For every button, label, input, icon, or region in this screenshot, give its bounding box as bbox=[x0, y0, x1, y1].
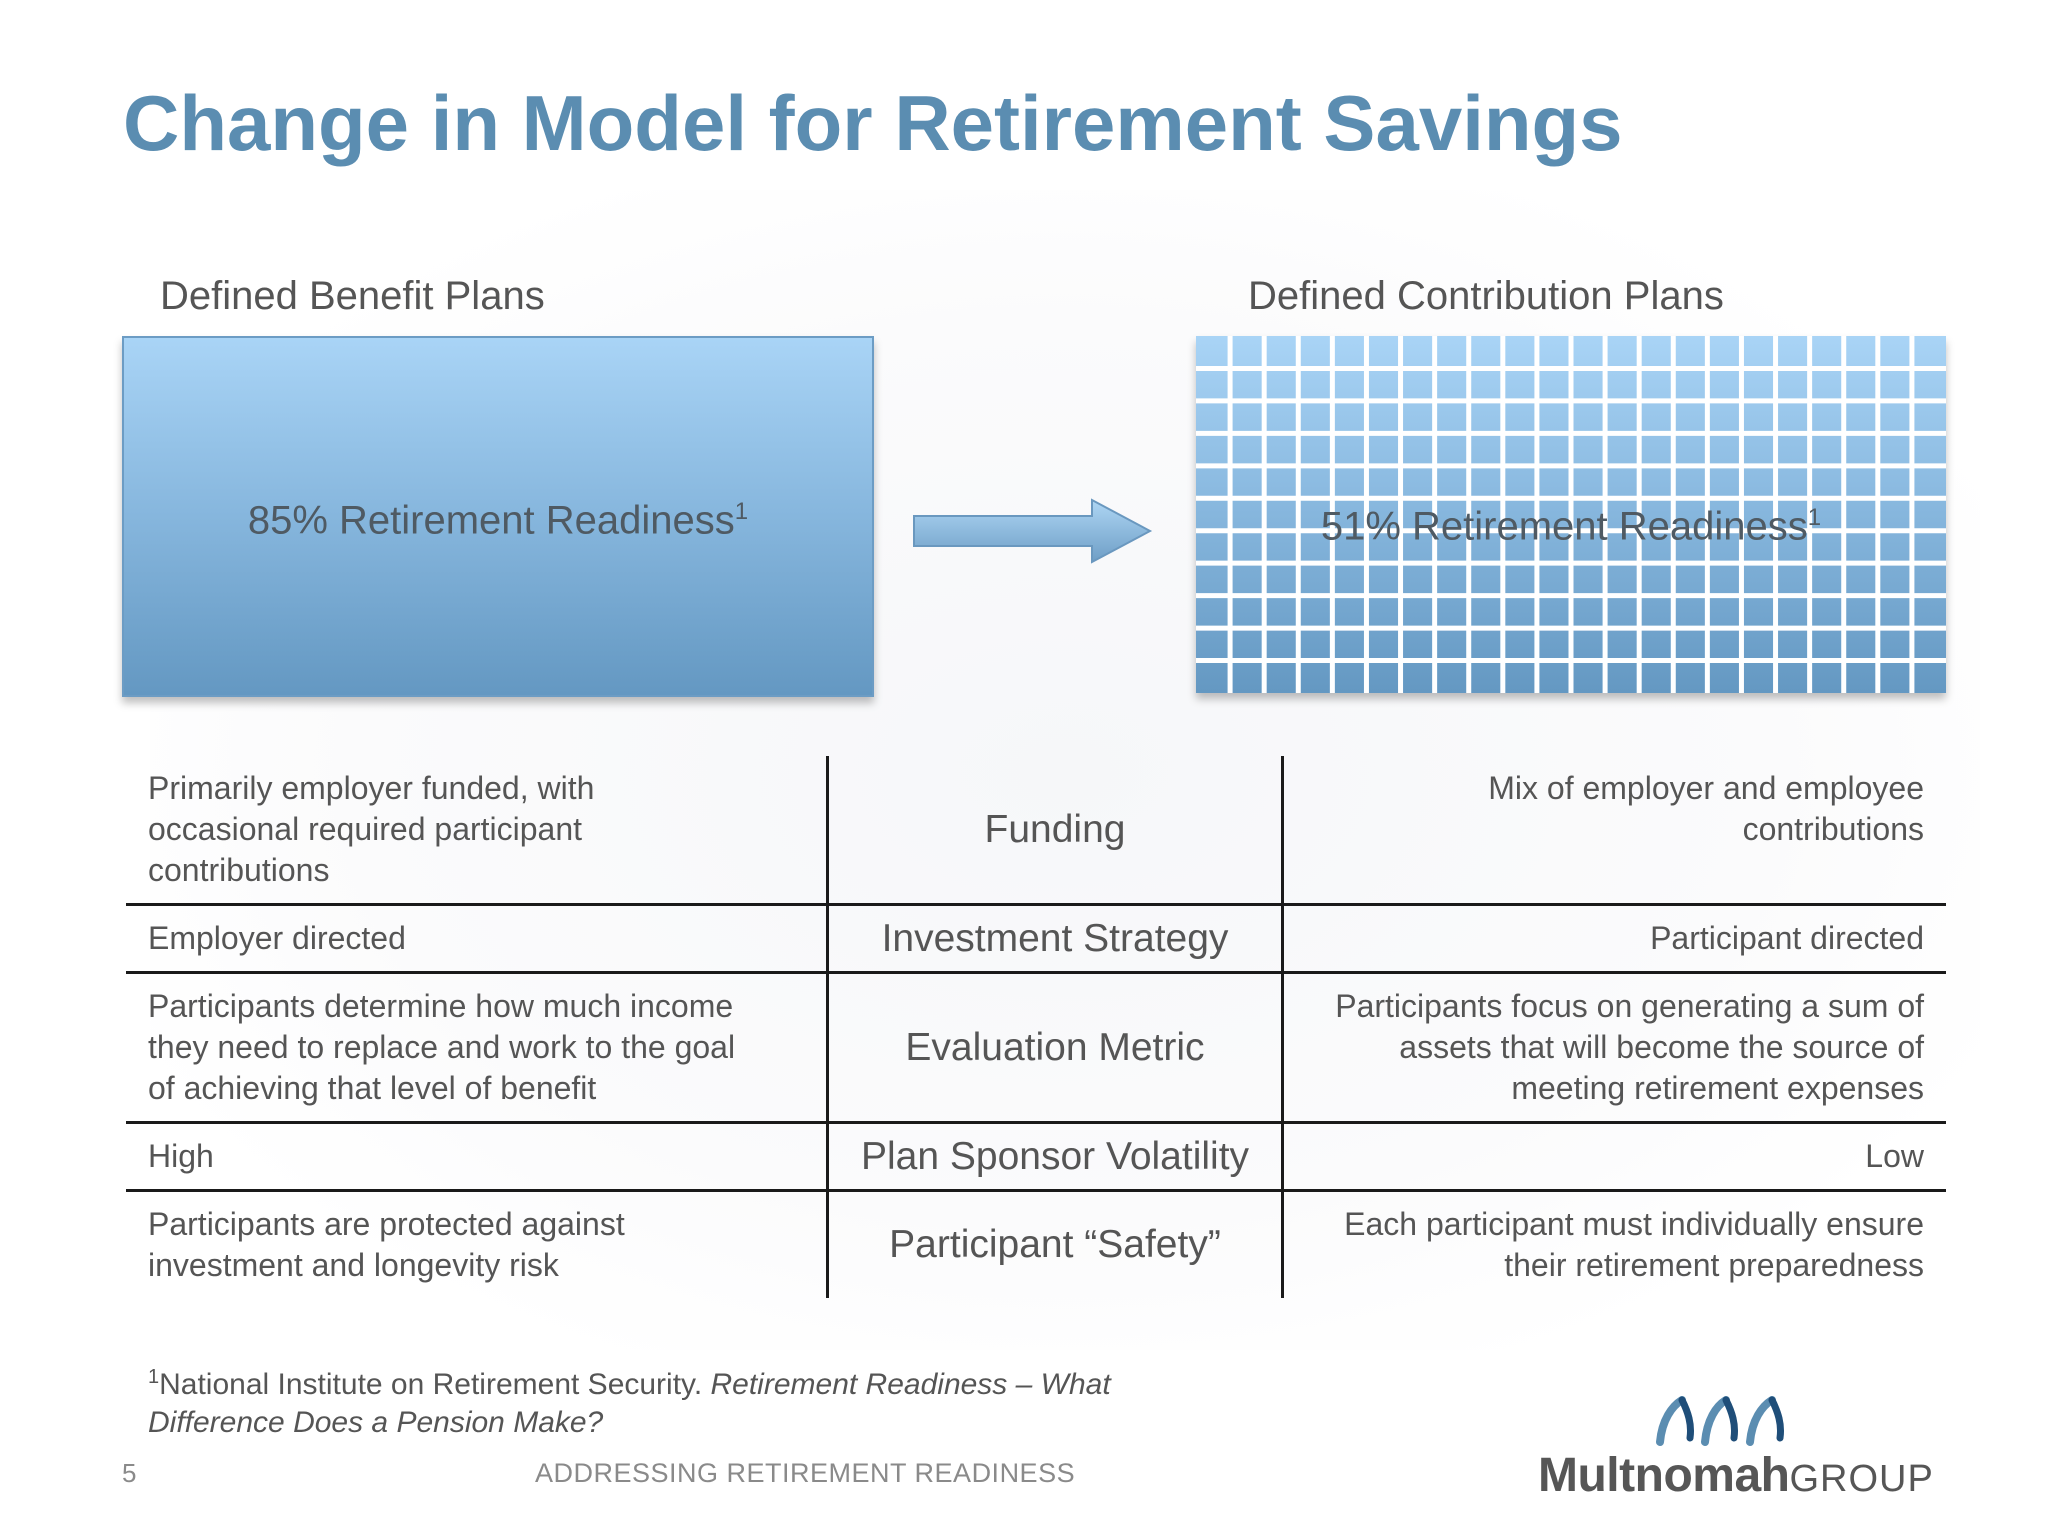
metric-label: Participant “Safety” bbox=[827, 1189, 1284, 1298]
metric-label: Evaluation Metric bbox=[827, 971, 1284, 1123]
db-cell-line: Employer directed bbox=[148, 920, 406, 956]
logo-wordmark: MultnomahGROUP bbox=[1538, 1449, 1934, 1502]
db-cell: Primarily employer funded, with occasiona… bbox=[126, 756, 829, 905]
table-row: Employer directed Investment Strategy Part… bbox=[126, 903, 1946, 973]
dc-cell-line: meeting retirement expenses bbox=[1511, 1070, 1924, 1106]
company-logo: MultnomahGROUP bbox=[1530, 1390, 1950, 1502]
dc-cell-line: assets that will become the source of bbox=[1399, 1029, 1924, 1065]
dc-cell-line: contributions bbox=[1742, 811, 1924, 847]
db-cell: High bbox=[126, 1121, 829, 1191]
dc-readiness-text: 51% Retirement Readiness1 bbox=[1320, 504, 1822, 549]
table-row: Participants determine how much income th… bbox=[126, 971, 1946, 1123]
db-cell-line: of achieving that level of benefit bbox=[148, 1070, 597, 1106]
db-plan-label: Defined Benefit Plans bbox=[160, 274, 545, 318]
table-row: Primarily employer funded, with occasiona… bbox=[126, 756, 1946, 905]
dc-cell: Participants focus on generating a sum o… bbox=[1282, 971, 1946, 1123]
db-cell-line: Primarily employer funded, with bbox=[148, 770, 595, 806]
dc-cell-line: their retirement preparedness bbox=[1504, 1247, 1924, 1283]
db-cell: Participants are protected against invest… bbox=[126, 1189, 829, 1298]
dc-cell-line: Mix of employer and employee bbox=[1488, 770, 1924, 806]
dc-cell-line: Low bbox=[1865, 1138, 1924, 1174]
right-arrow-icon bbox=[913, 498, 1153, 564]
table-row: Participants are protected against invest… bbox=[126, 1189, 1946, 1298]
db-plan-box: 85% Retirement Readiness1 bbox=[122, 336, 874, 697]
dc-cell: Mix of employer and employee contribution… bbox=[1283, 756, 1947, 905]
metric-label: Investment Strategy bbox=[827, 903, 1284, 973]
db-cell: Participants determine how much income th… bbox=[126, 971, 829, 1123]
dc-plan-label: Defined Contribution Plans bbox=[1248, 274, 1724, 318]
db-cell-line: investment and longevity risk bbox=[148, 1247, 559, 1283]
footnote: 1National Institute on Retirement Securi… bbox=[148, 1366, 1111, 1439]
db-cell: Employer directed bbox=[126, 903, 829, 973]
table-row: High Plan Sponsor Volatility Low bbox=[126, 1121, 1946, 1191]
comparison-table: Primarily employer funded, with occasiona… bbox=[126, 756, 1946, 1298]
db-readiness-text: 85% Retirement Readiness1 bbox=[247, 498, 749, 543]
db-cell-line: High bbox=[148, 1138, 214, 1174]
dc-cell-line: Each participant must individually ensur… bbox=[1344, 1206, 1924, 1242]
metric-label: Funding bbox=[827, 756, 1284, 905]
db-cell-line: Participants determine how much income bbox=[148, 988, 734, 1024]
dc-plan-box bbox=[1196, 336, 1946, 693]
db-cell-line: occasional required participant bbox=[148, 811, 583, 847]
logo-mark-icon bbox=[1656, 1396, 1784, 1446]
db-cell-line: they need to replace and work to the goa… bbox=[148, 1029, 736, 1065]
page-number: 5 bbox=[122, 1458, 137, 1488]
dc-grid-lines bbox=[1196, 336, 1946, 693]
db-cell-line: contributions bbox=[148, 852, 330, 888]
page-title: Change in Model for Retirement Savings bbox=[123, 79, 1623, 167]
dc-cell-line: Participant directed bbox=[1650, 920, 1924, 956]
dc-cell: Low bbox=[1282, 1121, 1946, 1191]
dc-cell: Each participant must individually ensur… bbox=[1282, 1189, 1946, 1298]
metric-label: Plan Sponsor Volatility bbox=[827, 1121, 1284, 1191]
footer-title: ADDRESSING RETIREMENT READINESS bbox=[535, 1458, 1076, 1488]
db-cell-line: Participants are protected against bbox=[148, 1206, 625, 1242]
dc-cell-line: Participants focus on generating a sum o… bbox=[1335, 988, 1924, 1024]
dc-cell: Participant directed bbox=[1282, 903, 1946, 973]
